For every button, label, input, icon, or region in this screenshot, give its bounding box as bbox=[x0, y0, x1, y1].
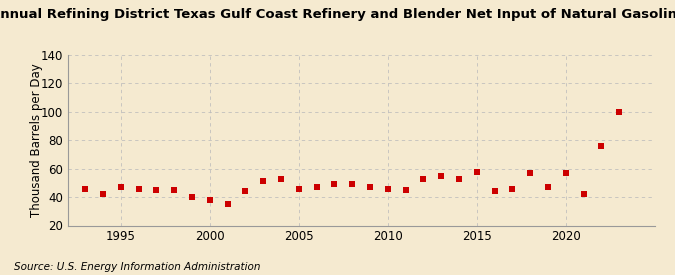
Text: Source: U.S. Energy Information Administration: Source: U.S. Energy Information Administ… bbox=[14, 262, 260, 272]
Point bbox=[524, 171, 535, 175]
Point bbox=[454, 177, 464, 181]
Point bbox=[436, 174, 447, 178]
Point bbox=[294, 186, 304, 191]
Point bbox=[418, 177, 429, 181]
Point bbox=[115, 185, 126, 189]
Point bbox=[240, 189, 251, 194]
Point bbox=[169, 188, 180, 192]
Point bbox=[400, 188, 411, 192]
Point bbox=[347, 182, 358, 186]
Point bbox=[543, 185, 554, 189]
Point bbox=[222, 202, 233, 206]
Text: Annual Refining District Texas Gulf Coast Refinery and Blender Net Input of Natu: Annual Refining District Texas Gulf Coas… bbox=[0, 8, 675, 21]
Point bbox=[258, 179, 269, 184]
Point bbox=[471, 169, 482, 174]
Point bbox=[614, 110, 624, 114]
Point bbox=[80, 186, 90, 191]
Y-axis label: Thousand Barrels per Day: Thousand Barrels per Day bbox=[30, 63, 43, 217]
Point bbox=[275, 177, 286, 181]
Point bbox=[133, 186, 144, 191]
Point bbox=[329, 182, 340, 186]
Point bbox=[507, 186, 518, 191]
Point bbox=[98, 192, 109, 196]
Point bbox=[311, 185, 322, 189]
Point bbox=[187, 195, 198, 199]
Point bbox=[489, 189, 500, 194]
Point bbox=[560, 171, 571, 175]
Point bbox=[205, 198, 215, 202]
Point bbox=[364, 185, 375, 189]
Point bbox=[151, 188, 162, 192]
Point bbox=[596, 144, 607, 148]
Point bbox=[578, 192, 589, 196]
Point bbox=[383, 186, 394, 191]
